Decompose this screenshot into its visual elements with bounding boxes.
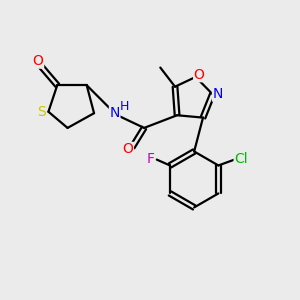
Text: H: H bbox=[119, 100, 129, 113]
Text: O: O bbox=[122, 142, 134, 156]
Text: N: N bbox=[110, 106, 120, 120]
Text: Cl: Cl bbox=[234, 152, 248, 166]
Text: S: S bbox=[38, 105, 46, 119]
Text: O: O bbox=[33, 54, 44, 68]
Text: N: N bbox=[212, 87, 223, 101]
Text: F: F bbox=[147, 152, 155, 166]
Text: O: O bbox=[194, 68, 205, 82]
